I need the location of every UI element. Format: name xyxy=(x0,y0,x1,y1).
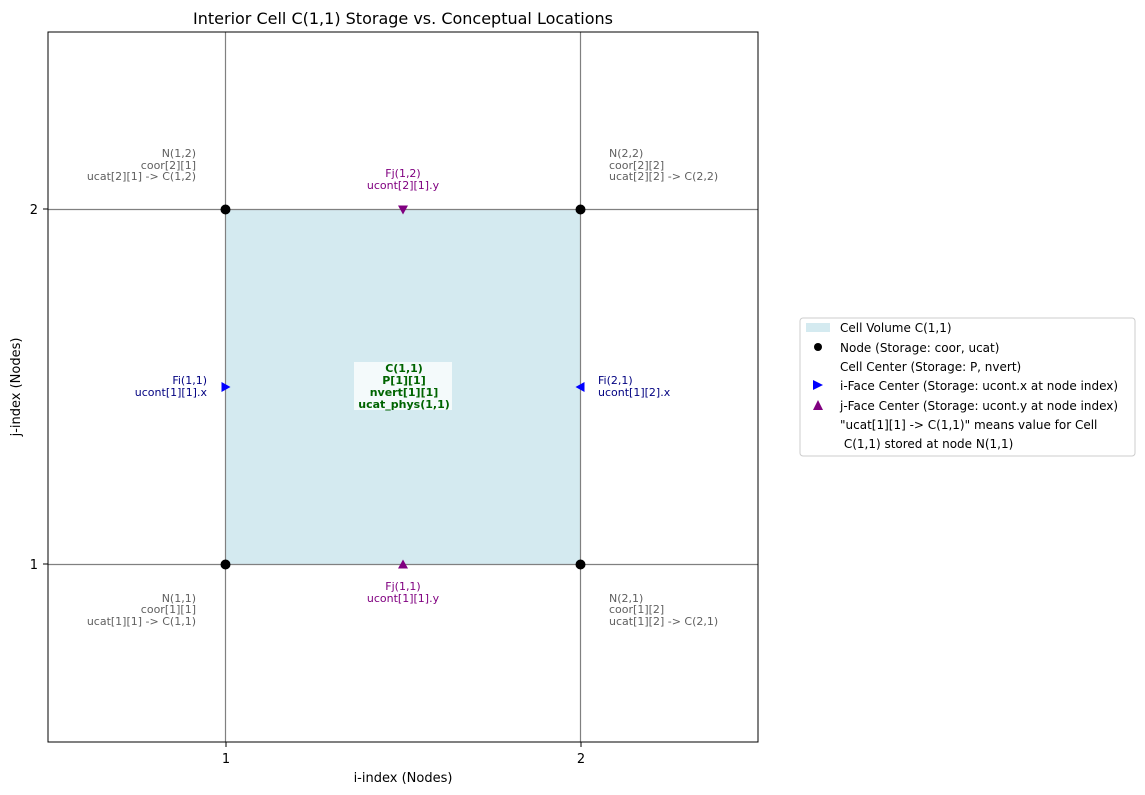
svg-text:Fi(2,1): Fi(2,1) xyxy=(598,374,633,387)
legend-cell-volume: Cell Volume C(1,1) xyxy=(840,321,952,335)
legend-i-face: i-Face Center (Storage: ucont.x at node … xyxy=(840,379,1118,393)
svg-text:ucont[1][1].y: ucont[1][1].y xyxy=(367,592,440,605)
y-axis-label: j-index (Nodes) xyxy=(9,338,24,438)
svg-text:coor[2][1]: coor[2][1] xyxy=(141,159,196,172)
face-label-fi11: Fi(1,1) ucont[1][1].x xyxy=(135,374,208,399)
chart-title: Interior Cell C(1,1) Storage vs. Concept… xyxy=(193,9,613,28)
i-face-marker-1 xyxy=(221,382,231,392)
x-tick-1: 1 xyxy=(222,752,230,767)
j-face-marker-2 xyxy=(398,205,408,215)
svg-text:P[1][1]: P[1][1] xyxy=(382,374,425,387)
svg-text:ucont[1][2].x: ucont[1][2].x xyxy=(598,386,671,399)
svg-text:ucat[1][1] -> C(1,1): ucat[1][1] -> C(1,1) xyxy=(87,615,196,628)
svg-text:N(1,1): N(1,1) xyxy=(162,592,196,605)
node-label-n22: N(2,2) coor[2][2] ucat[2][2] -> C(2,2) xyxy=(609,147,718,183)
node-marker-4 xyxy=(575,204,586,215)
svg-text:ucat[1][2] -> C(2,1): ucat[1][2] -> C(2,1) xyxy=(609,615,718,628)
svg-text:ucat[2][1] -> C(1,2): ucat[2][1] -> C(1,2) xyxy=(87,170,196,183)
svg-text:coor[1][1]: coor[1][1] xyxy=(141,603,196,616)
node-label-n12: N(1,2) coor[2][1] ucat[2][1] -> C(1,2) xyxy=(87,147,196,183)
svg-text:coor[1][2]: coor[1][2] xyxy=(609,603,664,616)
svg-text:ucat[2][2] -> C(2,2): ucat[2][2] -> C(2,2) xyxy=(609,170,718,183)
svg-text:coor[2][2]: coor[2][2] xyxy=(609,159,664,172)
cell-center-label: C(1,1) P[1][1] nvert[1][1] ucat_phys(1,1… xyxy=(358,362,450,411)
legend-node-marker xyxy=(814,343,822,351)
legend-j-face: j-Face Center (Storage: ucont.y at node … xyxy=(839,399,1118,413)
node-label-n11: N(1,1) coor[1][1] ucat[1][1] -> C(1,1) xyxy=(87,592,196,628)
x-axis-label: i-index (Nodes) xyxy=(354,771,453,786)
legend-box xyxy=(799,317,1136,457)
legend: Cell Volume C(1,1) Node (Storage: coor, … xyxy=(799,317,1136,457)
axis-ticks xyxy=(43,208,582,747)
j-face-marker-1 xyxy=(398,559,408,569)
y-tick-1: 1 xyxy=(30,558,38,573)
markers xyxy=(220,204,586,570)
svg-text:N(1,2): N(1,2) xyxy=(162,147,196,160)
svg-text:nvert[1][1]: nvert[1][1] xyxy=(370,386,439,399)
face-label-fi21: Fi(2,1) ucont[1][2].x xyxy=(598,374,671,399)
svg-text:Fj(1,2): Fj(1,2) xyxy=(385,167,420,180)
legend-swatch-cell xyxy=(806,323,830,332)
face-label-fj11: Fj(1,1) ucont[1][1].y xyxy=(367,580,440,605)
legend-node: Node (Storage: coor, ucat) xyxy=(840,341,999,355)
i-face-marker-2 xyxy=(575,382,585,392)
svg-text:Fi(1,1): Fi(1,1) xyxy=(172,374,207,387)
x-tick-2: 2 xyxy=(577,752,585,767)
legend-cell-center: Cell Center (Storage: P, nvert) xyxy=(840,360,1021,374)
cell-center-box xyxy=(354,362,452,410)
legend-note-line1: "ucat[1][1] -> C(1,1)" means value for C… xyxy=(840,418,1097,432)
legend-j-face-marker xyxy=(813,400,823,410)
node-marker-3 xyxy=(220,204,231,215)
node-marker-2 xyxy=(575,559,586,570)
svg-text:C(1,1): C(1,1) xyxy=(385,362,423,375)
svg-text:N(2,1): N(2,1) xyxy=(609,592,643,605)
legend-i-face-marker xyxy=(813,380,823,390)
face-label-fj12: Fj(1,2) ucont[2][1].y xyxy=(367,167,440,192)
svg-text:N(2,2): N(2,2) xyxy=(609,147,643,160)
svg-text:ucat_phys(1,1): ucat_phys(1,1) xyxy=(358,398,450,411)
node-marker-1 xyxy=(220,559,231,570)
svg-text:Fj(1,1): Fj(1,1) xyxy=(385,580,420,593)
svg-text:ucont[2][1].y: ucont[2][1].y xyxy=(367,179,440,192)
y-tick-2: 2 xyxy=(30,203,38,218)
legend-note-line2: C(1,1) stored at node N(1,1) xyxy=(840,437,1013,451)
plot-frame xyxy=(47,31,759,743)
node-label-n21: N(2,1) coor[1][2] ucat[1][2] -> C(2,1) xyxy=(609,592,718,628)
svg-text:ucont[1][1].x: ucont[1][1].x xyxy=(135,386,208,399)
